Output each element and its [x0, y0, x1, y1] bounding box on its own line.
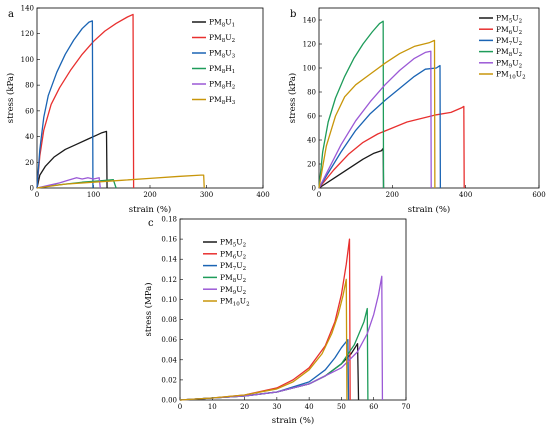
panel-label: c: [148, 218, 154, 229]
y-tick-label: 140: [303, 17, 316, 25]
x-tick-label: 0: [35, 191, 39, 199]
series-line-pm8u2: [179, 307, 369, 401]
y-tick-label: 20: [25, 159, 34, 167]
legend-label: PM7U2: [220, 261, 246, 272]
y-tick-label: 0.18: [161, 216, 177, 224]
legend-label: PM8U2: [496, 47, 522, 58]
legend-label: PM8H3: [209, 95, 236, 106]
y-tick-label: 100: [21, 56, 34, 64]
y-axis-label: stress (kPa): [287, 73, 298, 124]
plot-frame: [179, 218, 407, 401]
x-tick-label: 70: [402, 403, 411, 411]
legend-label: PM5U2: [496, 14, 522, 25]
y-tick-label: 40: [25, 133, 34, 141]
legend-label: PM6U2: [496, 25, 522, 36]
panel-c: 0 10 20 30 40 50 60 70 0.00 0.02 0.04 0.06 0.08 0.10 0…: [143, 216, 410, 427]
series-line-pm8u3: [36, 20, 94, 189]
x-axis-label: strain (%): [408, 204, 451, 215]
y-tick-label: 0: [30, 185, 34, 193]
x-tick-label: 0: [317, 191, 321, 199]
y-tick-label: 80: [307, 89, 316, 97]
legend-label: PM8H2: [209, 80, 235, 91]
series-line-pm8u2: [318, 20, 385, 189]
series-line-pm6u2: [318, 105, 465, 189]
y-tick-label: 0.02: [161, 376, 177, 384]
panel-label: a: [8, 9, 14, 20]
y-tick-label: 0.06: [161, 336, 177, 344]
legend-label: PM10U2: [496, 70, 526, 81]
y-tick-label: 0.14: [161, 256, 177, 264]
x-tick-label: 40: [305, 403, 314, 411]
x-tick-label: 20: [240, 403, 249, 411]
y-tick-label: 140: [21, 5, 34, 13]
panel-b: 0 200 400 600 0 20 40 60 80 100 120 140 strain (%) st…: [287, 7, 546, 215]
legend-label: PM8U1: [209, 18, 235, 29]
series-line-pm9u2: [179, 275, 384, 401]
x-tick-label: 30: [272, 403, 281, 411]
y-tick-label: 20: [307, 161, 316, 169]
legend-label: PM9U2: [220, 285, 246, 296]
series-line-pm8h3: [36, 174, 205, 189]
y-tick-label: 0.04: [161, 356, 177, 364]
series-line-pm8u2: [36, 13, 135, 189]
x-tick-label: 200: [386, 191, 399, 199]
legend-label: PM5U2: [220, 238, 246, 249]
x-tick-label: 100: [87, 191, 100, 199]
y-tick-label: 0.12: [161, 276, 177, 284]
series-line-pm8h2: [36, 177, 101, 189]
series-line-pm7u2: [318, 64, 442, 189]
y-tick-label: 0.10: [161, 296, 177, 304]
x-tick-label: 10: [208, 403, 217, 411]
y-tick-label: 120: [303, 41, 316, 49]
y-tick-label: 60: [307, 113, 316, 121]
y-axis-label: stress (kPa): [5, 73, 16, 124]
series-line-pm8u1: [36, 130, 108, 189]
y-tick-label: 80: [25, 82, 34, 90]
x-tick-label: 0: [178, 403, 182, 411]
legend: PM8U1 PM8U2 PM8U3 PM8H1 PM8H2 PM8H3: [192, 18, 236, 106]
legend-label: PM6U2: [220, 249, 246, 260]
y-tick-label: 120: [21, 30, 34, 38]
y-axis-label: stress (MPa): [143, 282, 154, 336]
legend-label: PM9U2: [496, 58, 522, 69]
series-line-pm10u2: [318, 39, 436, 189]
y-tick-label: 40: [307, 137, 316, 145]
x-tick-label: 600: [532, 191, 545, 199]
y-tick-label: 0.08: [161, 316, 177, 324]
x-tick-label: 300: [200, 191, 213, 199]
legend-label: PM8H1: [209, 64, 235, 75]
y-tick-label: 0: [312, 185, 316, 193]
panel-a: 0 100 200 300 400 0 20 40 60 80 100 120 140 strain (%…: [5, 5, 270, 216]
legend-label: PM7U2: [496, 36, 522, 47]
x-tick-label: 400: [459, 191, 472, 199]
y-tick-label: 0.00: [161, 397, 177, 405]
series-line-pm10u2: [179, 278, 348, 401]
series-line-pm5u2: [179, 343, 360, 401]
y-tick-label: 60: [25, 107, 34, 115]
legend-label: PM8U2: [220, 273, 246, 284]
y-tick-label: 0.16: [161, 236, 177, 244]
legend-label: PM8U3: [209, 49, 236, 60]
x-axis-label: strain (%): [272, 415, 315, 426]
panel-label: b: [290, 9, 296, 20]
legend-label: PM8U2: [209, 33, 235, 44]
legend-label: PM10U2: [220, 297, 250, 308]
x-tick-label: 50: [337, 403, 346, 411]
x-axis-label: strain (%): [129, 204, 172, 215]
x-tick-label: 60: [369, 403, 378, 411]
y-tick-label: 100: [303, 65, 316, 73]
series-line-pm9u2: [318, 50, 432, 189]
plot-frame: [318, 7, 540, 189]
x-tick-label: 200: [143, 191, 156, 199]
x-tick-label: 400: [256, 191, 269, 199]
